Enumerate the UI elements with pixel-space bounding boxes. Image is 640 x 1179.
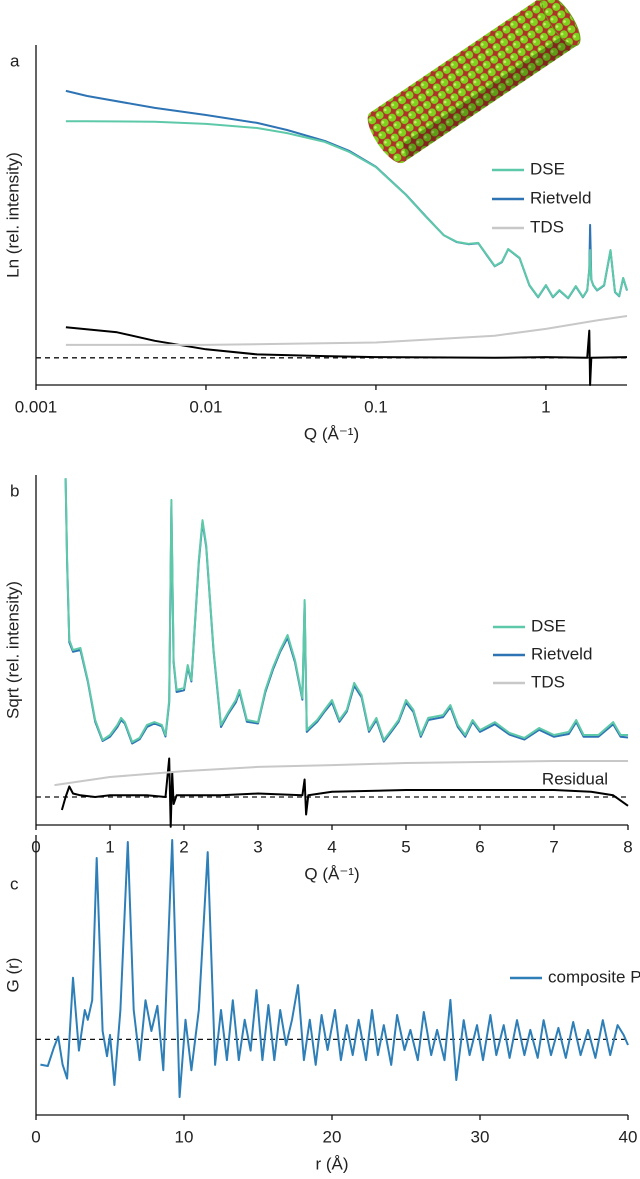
panel-label: c xyxy=(10,874,19,893)
x-tick-label: 6 xyxy=(475,837,484,856)
x-tick-label: 0.01 xyxy=(189,397,222,416)
panel-label: b xyxy=(10,481,19,500)
legend-label: Rietveld xyxy=(530,188,591,207)
legend-label: TDS xyxy=(530,217,564,236)
annotation: Residual xyxy=(542,769,608,788)
legend-label: DSE xyxy=(531,616,566,635)
series-line xyxy=(64,478,629,745)
x-tick-label: 1 xyxy=(541,397,550,416)
y-axis-title: G (r) xyxy=(3,958,22,993)
x-axis-title: Q (Å⁻¹) xyxy=(304,424,359,443)
x-tick-label: 30 xyxy=(471,1127,490,1146)
x-axis-title: Q (Å⁻¹) xyxy=(304,864,359,883)
x-tick-label: 40 xyxy=(619,1127,638,1146)
y-axis-title: Sqrt (rel. intensity) xyxy=(3,581,22,719)
x-tick-label: 3 xyxy=(253,837,262,856)
legend-label: DSE xyxy=(530,159,565,178)
x-tick-label: 10 xyxy=(175,1127,194,1146)
series-line xyxy=(65,326,628,386)
x-tick-label: 20 xyxy=(323,1127,342,1146)
x-tick-label: 0.001 xyxy=(15,397,58,416)
legend-label: Rietveld xyxy=(531,644,592,663)
x-axis-title: r (Å) xyxy=(315,1154,348,1173)
panel-label: a xyxy=(10,51,20,70)
y-axis-title: Ln (rel. intensity) xyxy=(3,152,22,278)
series-line xyxy=(40,839,629,1099)
x-tick-label: 2 xyxy=(179,837,188,856)
series-line xyxy=(60,757,629,828)
legend-label: composite PDF xyxy=(548,967,640,986)
x-tick-label: 0.1 xyxy=(364,397,388,416)
series-line xyxy=(65,315,628,346)
series-line xyxy=(54,760,628,787)
nanotube-illustration xyxy=(367,0,581,164)
series-line xyxy=(65,120,628,299)
x-tick-label: 1 xyxy=(105,837,114,856)
x-tick-label: 7 xyxy=(549,837,558,856)
x-tick-label: 8 xyxy=(623,837,632,856)
x-tick-label: 4 xyxy=(327,837,336,856)
series-line xyxy=(64,478,628,743)
x-tick-label: 5 xyxy=(401,837,410,856)
legend-label: TDS xyxy=(531,672,565,691)
x-tick-label: 0 xyxy=(31,1127,40,1146)
